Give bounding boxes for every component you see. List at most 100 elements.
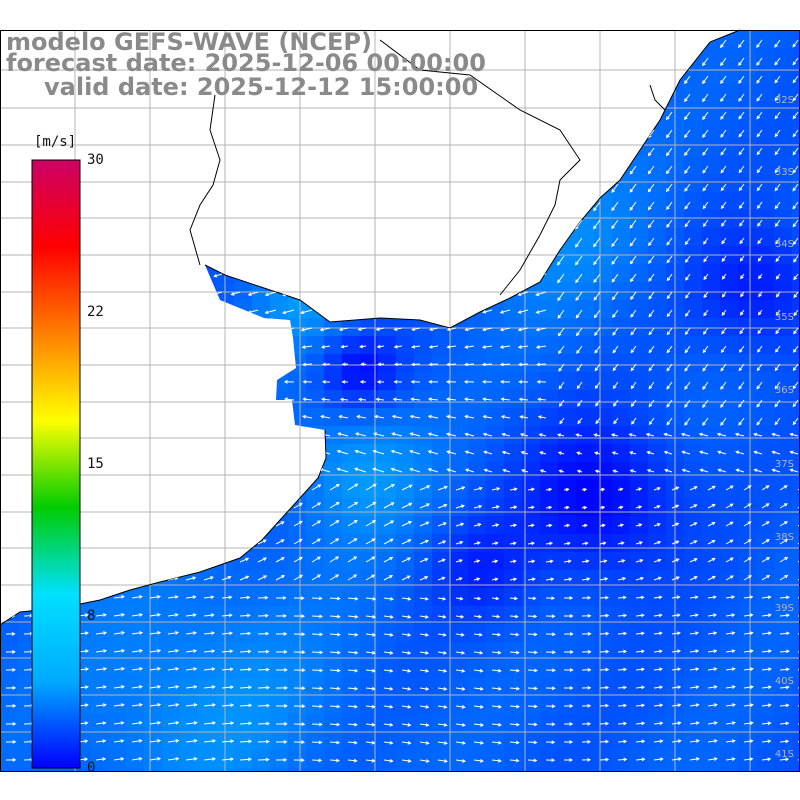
field-cell [432, 390, 451, 409]
wind-arrow [104, 163, 115, 168]
field-cell [126, 210, 145, 229]
field-cell [234, 354, 253, 373]
wind-arrow [301, 432, 313, 437]
wind-arrow [141, 309, 151, 314]
field-cell [342, 174, 361, 193]
field-cell [576, 624, 595, 643]
wind-arrow [247, 379, 259, 384]
wind-arrow [104, 345, 115, 349]
field-cell [0, 660, 19, 679]
wind-arrow [557, 201, 565, 212]
field-cell [396, 444, 415, 463]
field-cell [504, 462, 523, 481]
field-cell [702, 48, 721, 67]
field-cell [378, 570, 397, 589]
field-cell [234, 408, 253, 427]
wind-arrow [535, 181, 547, 186]
lat-label-40s: 40S [774, 676, 794, 687]
wind-arrow [558, 75, 565, 84]
wind-arrow [14, 145, 25, 149]
field-cell [90, 498, 109, 517]
field-cell [558, 120, 577, 139]
wind-arrow [212, 397, 223, 402]
field-cell [360, 120, 379, 139]
field-cell [702, 516, 721, 535]
field-cell [594, 750, 613, 769]
field-cell [522, 300, 541, 319]
field-cell [252, 624, 271, 643]
field-cell [576, 84, 595, 103]
wind-arrow [95, 505, 106, 509]
field-cell [594, 678, 613, 697]
colorbar-tick-0: 0 [87, 760, 96, 776]
field-cell [720, 174, 739, 193]
field-cell [720, 354, 739, 373]
field-cell [378, 282, 397, 301]
field-cell [648, 300, 667, 319]
field-cell [234, 156, 253, 175]
wind-arrow [464, 144, 475, 149]
wind-arrow [576, 57, 583, 66]
wind-arrow [517, 163, 529, 168]
field-cell [756, 228, 775, 247]
field-cell [792, 336, 800, 355]
field-cell [288, 444, 307, 463]
wind-arrow [230, 108, 241, 113]
wind-arrow [684, 57, 691, 67]
field-cell [306, 102, 325, 121]
field-cell [252, 102, 271, 121]
field-cell [504, 66, 523, 85]
field-cell [0, 372, 19, 391]
field-cell [612, 264, 631, 283]
field-cell [648, 228, 667, 247]
wind-arrow [230, 200, 241, 205]
field-cell [720, 570, 739, 589]
field-cell [414, 750, 433, 769]
field-cell [468, 138, 487, 157]
field-cell [144, 120, 163, 139]
wind-arrow [338, 200, 349, 205]
wind-arrow [113, 487, 124, 491]
field-cell [774, 516, 793, 535]
field-cell [558, 390, 577, 409]
field-cell [342, 642, 361, 661]
field-cell [432, 174, 451, 193]
field-cell [144, 174, 163, 193]
field-cell [720, 48, 739, 67]
field-cell [756, 318, 775, 337]
field-cell [288, 534, 307, 553]
wind-arrow [517, 273, 529, 279]
field-cell [756, 498, 775, 517]
field-cell [756, 534, 775, 553]
wind-arrow [95, 577, 107, 581]
field-cell [306, 750, 325, 769]
field-cell [684, 282, 703, 301]
field-cell [738, 156, 757, 175]
field-cell [288, 732, 307, 751]
wind-arrow [391, 181, 403, 186]
field-cell [450, 408, 469, 427]
wind-arrow [221, 521, 232, 527]
field-cell [342, 408, 361, 427]
field-cell [288, 462, 307, 481]
field-cell [360, 300, 379, 319]
wind-arrow [282, 291, 295, 297]
field-cell [378, 192, 397, 211]
field-cell [126, 120, 145, 139]
wind-arrow [266, 237, 277, 242]
field-cell [792, 714, 800, 733]
field-cell [306, 282, 325, 301]
field-cell [684, 534, 703, 553]
field-cell [198, 354, 217, 373]
field-cell [360, 498, 379, 517]
field-cell [90, 516, 109, 535]
field-cell [306, 336, 325, 355]
field-cell [324, 408, 343, 427]
wind-arrow [409, 181, 421, 186]
field-cell [684, 354, 703, 373]
field-cell [288, 102, 307, 121]
wind-arrow [140, 108, 151, 113]
field-cell [252, 300, 271, 319]
field-cell [198, 210, 217, 229]
wind-arrow [248, 145, 259, 149]
